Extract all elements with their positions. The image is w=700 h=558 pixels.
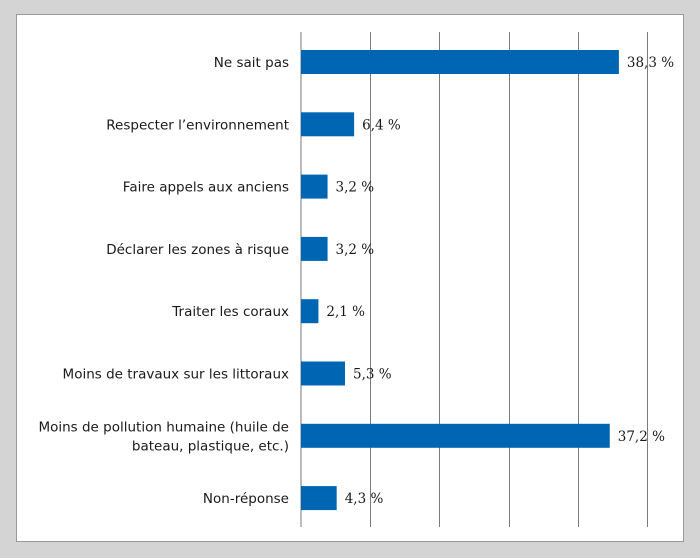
- value-label: 4,3 %: [345, 491, 384, 507]
- category-label: Ne sait pas: [214, 55, 289, 71]
- category-label: Déclarer les zones à risque: [106, 242, 289, 258]
- value-label: 38,3 %: [627, 55, 674, 71]
- value-label: 37,2 %: [618, 429, 665, 445]
- bar: [301, 236, 328, 261]
- category-label-line: Faire appels aux anciens: [123, 180, 289, 196]
- bar: [301, 299, 319, 324]
- category-label-line: Ne sait pas: [214, 55, 289, 71]
- category-label-line: Moins de travaux sur les littoraux: [63, 367, 289, 383]
- category-label: Traiter les coraux: [171, 304, 289, 320]
- bar: [301, 50, 619, 74]
- category-label-line: Déclarer les zones à risque: [106, 242, 289, 258]
- grid-layer: [300, 32, 648, 527]
- value-label: 3,2 %: [336, 242, 375, 258]
- value-label: 3,2 %: [336, 180, 375, 196]
- value-label: 5,3 %: [353, 367, 392, 383]
- bar-layer: [301, 50, 619, 511]
- value-label: 6,4 %: [362, 117, 401, 133]
- bar: [301, 486, 337, 511]
- label-layer: 38,3 % Ne sait pas 6,4 % Respecter l’enviro…: [38, 55, 674, 507]
- category-label: Faire appels aux anciens: [123, 180, 289, 196]
- bar: [301, 174, 328, 199]
- category-label-line: Respecter l’environnement: [106, 117, 289, 133]
- bar: [301, 361, 345, 386]
- category-label-line: Traiter les coraux: [171, 304, 289, 320]
- chart-frame: 38,3 % Ne sait pas 6,4 % Respecter l’enviro…: [16, 14, 684, 542]
- bar: [301, 423, 610, 448]
- value-label: 2,1 %: [326, 304, 365, 320]
- category-label-line: Moins de pollution humaine (huile de: [38, 419, 289, 435]
- category-label: Moins de travaux sur les littoraux: [63, 367, 289, 383]
- category-label: Non-réponse: [203, 491, 289, 507]
- category-label: Respecter l’environnement: [106, 117, 289, 133]
- category-label: Moins de pollution humaine (huile de bate…: [38, 419, 289, 454]
- category-label-line: bateau, plastique, etc.): [132, 438, 289, 454]
- category-label-line: Non-réponse: [203, 491, 289, 507]
- bar-chart: 38,3 % Ne sait pas 6,4 % Respecter l’enviro…: [38, 32, 674, 527]
- bar: [301, 112, 355, 137]
